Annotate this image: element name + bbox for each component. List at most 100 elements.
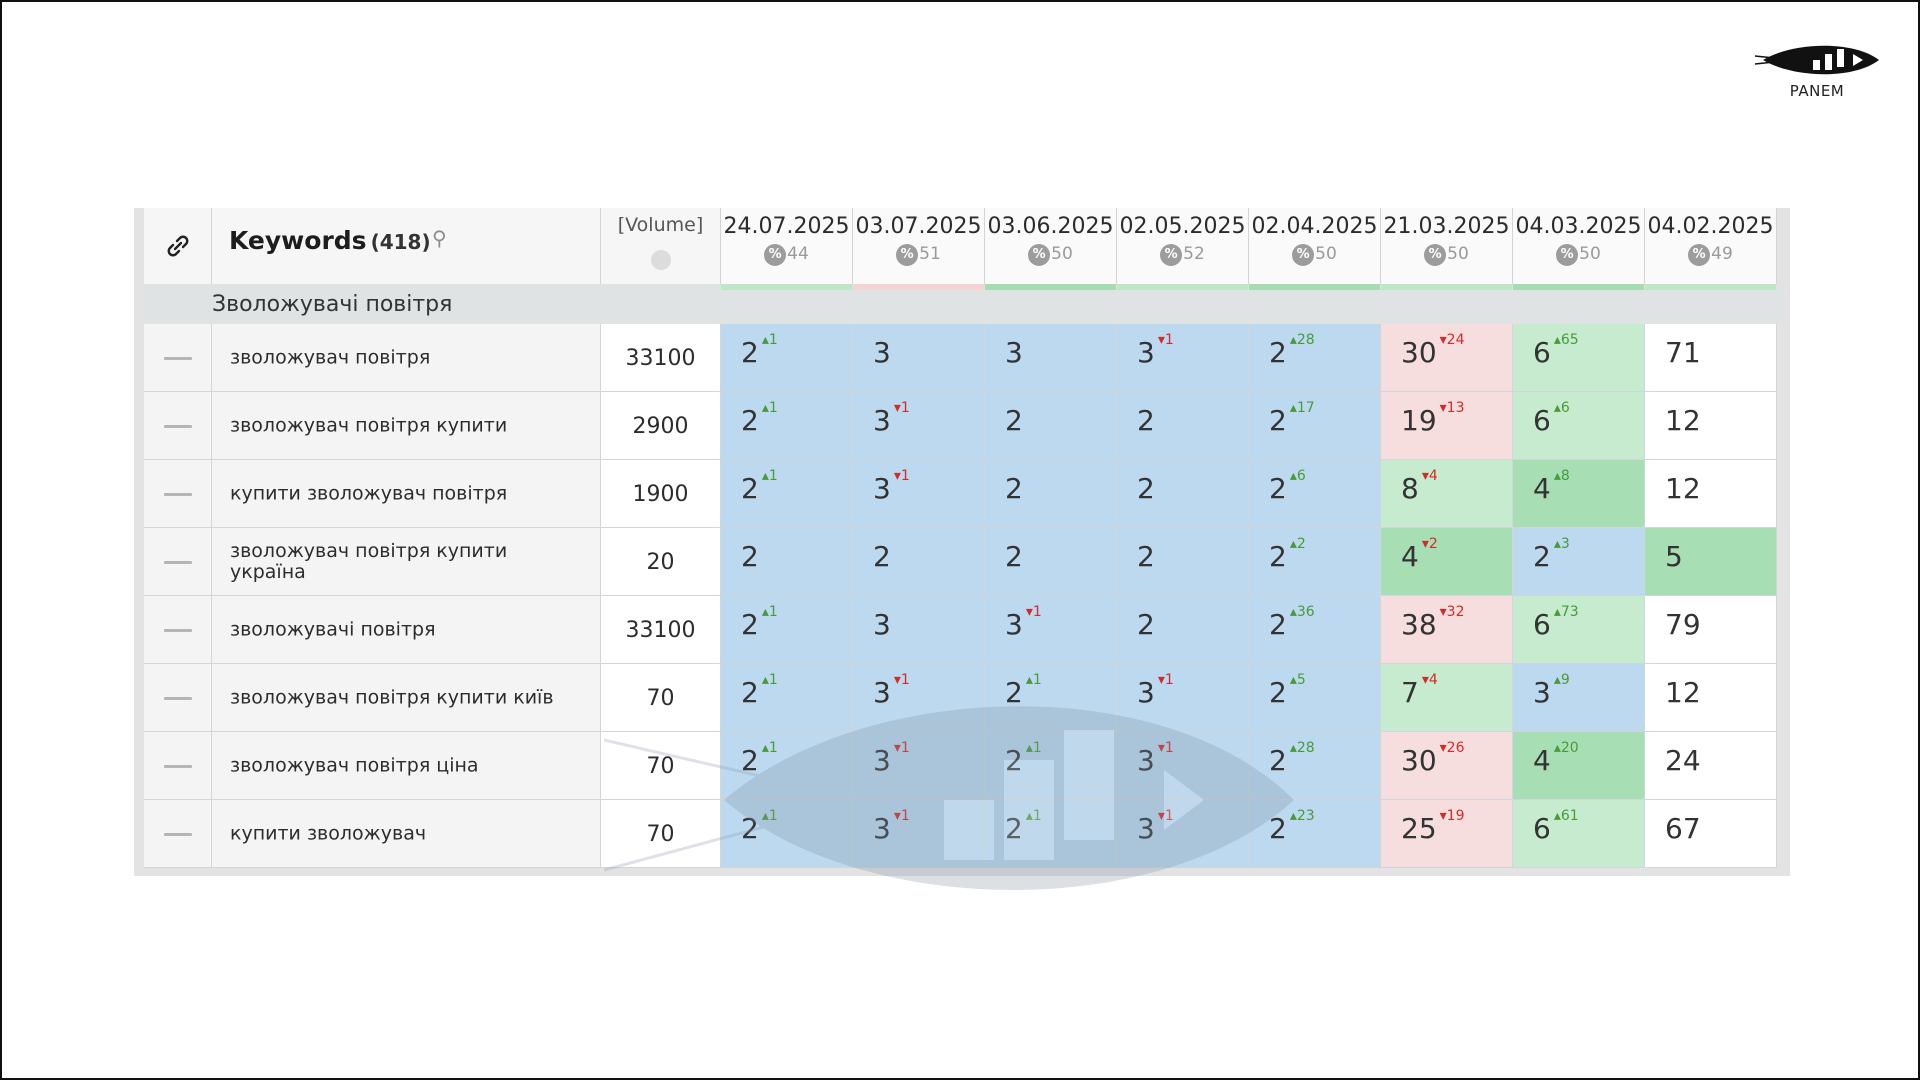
group-row[interactable]: Зволожувачі повітря (144, 284, 1784, 324)
position-cell[interactable]: 4 ▴8 (1513, 460, 1645, 528)
position-cell[interactable]: 3 ▾1 (1117, 324, 1249, 392)
position-cell[interactable]: 2 ▴1 (721, 664, 853, 732)
position-cell[interactable]: 2 ▴1 (721, 596, 853, 664)
search-icon[interactable]: ⚲ (432, 226, 447, 250)
position-cell[interactable]: 12 (1645, 460, 1777, 528)
position-cell[interactable]: 2 (1117, 528, 1249, 596)
position-cell[interactable]: 2 ▴23 (1249, 800, 1381, 868)
position-cell[interactable]: 3 ▾1 (1117, 732, 1249, 800)
table-row[interactable]: зволожувач повітря ціна 70 2 ▴1 3 ▾1 2 ▴1 3 ▾1 2 ▴2… (144, 732, 1784, 800)
row-toggle[interactable] (144, 596, 212, 664)
keyword-cell[interactable]: зволожувачі повітря (212, 596, 601, 664)
position-cell[interactable]: 30 ▾26 (1381, 732, 1513, 800)
position-cell[interactable]: 3 ▾1 (853, 460, 985, 528)
keyword-cell[interactable]: зволожувач повітря купити київ (212, 664, 601, 732)
position-cell[interactable]: 19 ▾13 (1381, 392, 1513, 460)
position-cell[interactable]: 2 ▴1 (721, 732, 853, 800)
position-cell[interactable]: 30 ▾24 (1381, 324, 1513, 392)
position-cell[interactable]: 3 ▾1 (853, 800, 985, 868)
position-cell[interactable]: 2 ▴2 (1249, 528, 1381, 596)
position-cell[interactable]: 3 ▴9 (1513, 664, 1645, 732)
date-column-header[interactable]: 04.03.2025% 50 (1513, 208, 1645, 290)
position-cell[interactable]: 2 ▴17 (1249, 392, 1381, 460)
position-cell[interactable]: 2 (985, 528, 1117, 596)
position-cell[interactable]: 2 (1117, 596, 1249, 664)
table-row[interactable]: зволожувач повітря 33100 2 ▴1 3 3 3 ▾1 2 ▴28 30 ▾24… (144, 324, 1784, 392)
keyword-cell[interactable]: зволожувач повітря (212, 324, 601, 392)
position-cell[interactable]: 3 ▾1 (853, 664, 985, 732)
position-cell[interactable]: 3 ▾1 (1117, 664, 1249, 732)
date-column-header[interactable]: 02.04.2025% 50 (1249, 208, 1381, 290)
date-column-header[interactable]: 04.02.2025% 49 (1645, 208, 1777, 290)
keyword-cell[interactable]: зволожувач повітря ціна (212, 732, 601, 800)
table-row[interactable]: купити зволожувач повітря 1900 2 ▴1 3 ▾1 2 2 2 ▴6… (144, 460, 1784, 528)
keyword-cell[interactable]: зволожувач повітря купити україна (212, 528, 601, 596)
position-cell[interactable]: 5 (1645, 528, 1777, 596)
position-cell[interactable]: 2 ▴1 (721, 324, 853, 392)
row-toggle[interactable] (144, 800, 212, 868)
position-cell[interactable]: 3 (853, 324, 985, 392)
position-cell[interactable]: 2 (985, 392, 1117, 460)
position-cell[interactable]: 2 ▴5 (1249, 664, 1381, 732)
row-toggle[interactable] (144, 732, 212, 800)
position-cell[interactable]: 8 ▾4 (1381, 460, 1513, 528)
link-header[interactable] (144, 208, 212, 284)
position-cell[interactable]: 3 ▾1 (985, 596, 1117, 664)
table-row[interactable]: купити зволожувач 70 2 ▴1 3 ▾1 2 ▴1 3 ▾1 2 ▴23 25 ▾19… (144, 800, 1784, 868)
position-cell[interactable]: 2 (853, 528, 985, 596)
row-toggle[interactable] (144, 324, 212, 392)
table-row[interactable]: зволожувач повітря купити київ 70 2 ▴1 3 ▾1 2 ▴… (144, 664, 1784, 732)
keyword-cell[interactable]: купити зволожувач (212, 800, 601, 868)
date-column-header[interactable]: 02.05.2025% 52 (1117, 208, 1249, 290)
position-cell[interactable]: 2 ▴1 (721, 460, 853, 528)
position-cell[interactable]: 67 (1645, 800, 1777, 868)
position-cell[interactable]: 79 (1645, 596, 1777, 664)
date-column-header[interactable]: 21.03.2025% 50 (1381, 208, 1513, 290)
position-cell[interactable]: 2 ▴28 (1249, 732, 1381, 800)
position-cell[interactable]: 2 ▴1 (721, 392, 853, 460)
position-cell[interactable]: 2 ▴1 (985, 732, 1117, 800)
position-cell[interactable]: 3 (985, 324, 1117, 392)
row-toggle[interactable] (144, 664, 212, 732)
position-cell[interactable]: 24 (1645, 732, 1777, 800)
position-cell[interactable]: 71 (1645, 324, 1777, 392)
date-column-header[interactable]: 24.07.2025% 44 (721, 208, 853, 290)
position-cell[interactable]: 25 ▾19 (1381, 800, 1513, 868)
position-cell[interactable]: 2 (1117, 460, 1249, 528)
position-cell[interactable]: 7 ▾4 (1381, 664, 1513, 732)
position-cell[interactable]: 6 ▴6 (1513, 392, 1645, 460)
position-cell[interactable]: 4 ▾2 (1381, 528, 1513, 596)
position-cell[interactable]: 2 ▴1 (985, 664, 1117, 732)
position-cell[interactable]: 6 ▴61 (1513, 800, 1645, 868)
position-cell[interactable]: 12 (1645, 392, 1777, 460)
keyword-cell[interactable]: зволожувач повітря купити (212, 392, 601, 460)
row-toggle[interactable] (144, 460, 212, 528)
table-row[interactable]: зволожувачі повітря 33100 2 ▴1 3 3 ▾1 2 2 ▴36 38 ▾3… (144, 596, 1784, 664)
position-cell[interactable]: 3 ▾1 (1117, 800, 1249, 868)
position-cell[interactable]: 2 (985, 460, 1117, 528)
table-row[interactable]: зволожувач повітря купити україна 20 2 2 2 2 2… (144, 528, 1784, 596)
position-cell[interactable]: 2 (1117, 392, 1249, 460)
position-cell[interactable]: 2 ▴36 (1249, 596, 1381, 664)
date-column-header[interactable]: 03.06.2025% 50 (985, 208, 1117, 290)
position-cell[interactable]: 6 ▴73 (1513, 596, 1645, 664)
position-cell[interactable]: 3 ▾1 (853, 392, 985, 460)
position-cell[interactable]: 2 ▴3 (1513, 528, 1645, 596)
table-row[interactable]: зволожувач повітря купити 2900 2 ▴1 3 ▾1 2 2 2 ▴1… (144, 392, 1784, 460)
position-cell[interactable]: 3 (853, 596, 985, 664)
position-cell[interactable]: 2 ▴1 (985, 800, 1117, 868)
position-cell[interactable]: 2 ▴1 (721, 800, 853, 868)
keyword-cell[interactable]: купити зволожувач повітря (212, 460, 601, 528)
volume-header[interactable]: [Volume] (601, 208, 721, 284)
position-cell[interactable]: 6 ▴65 (1513, 324, 1645, 392)
row-toggle[interactable] (144, 528, 212, 596)
position-cell[interactable]: 12 (1645, 664, 1777, 732)
position-cell[interactable]: 2 ▴28 (1249, 324, 1381, 392)
date-column-header[interactable]: 03.07.2025% 51 (853, 208, 985, 290)
position-cell[interactable]: 2 ▴6 (1249, 460, 1381, 528)
position-cell[interactable]: 3 ▾1 (853, 732, 985, 800)
position-cell[interactable]: 38 ▾32 (1381, 596, 1513, 664)
position-cell[interactable]: 2 (721, 528, 853, 596)
position-cell[interactable]: 4 ▴20 (1513, 732, 1645, 800)
row-toggle[interactable] (144, 392, 212, 460)
